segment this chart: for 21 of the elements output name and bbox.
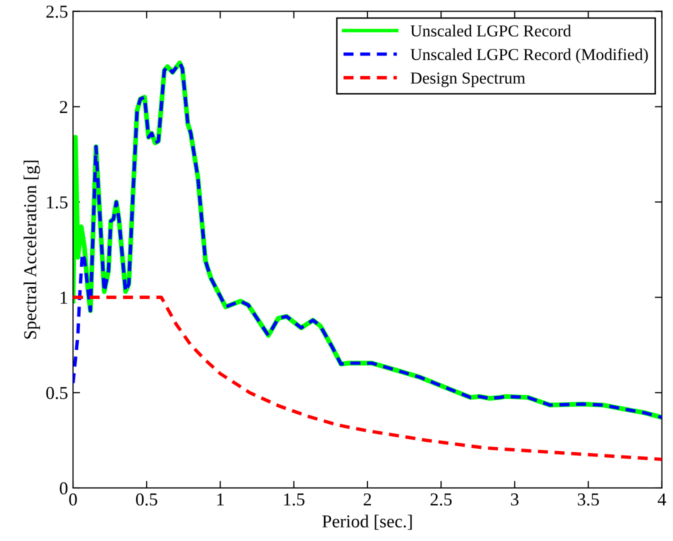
x-axis-title: Period [sec.] [322, 514, 412, 530]
legend-label: Unscaled LGPC Record (Modified) [410, 48, 648, 64]
y-tick-label: 2 [60, 100, 68, 113]
y-tick-label: 0.5 [46, 386, 68, 400]
legend-label: Unscaled LGPC Record [410, 24, 572, 37]
y-axis-title: Spectral Acceleration [g] [24, 160, 40, 339]
x-tick-label: 1 [217, 493, 224, 506]
y-tick-label: 1.5 [47, 196, 68, 209]
y-tick-label: 1 [60, 292, 68, 304]
x-tick-label: 3.5 [578, 493, 599, 506]
x-tick-label: 2 [364, 493, 371, 506]
x-tick-label: 4 [658, 493, 666, 506]
x-tick-label: 1.5 [284, 493, 304, 506]
y-tick-label: 0 [60, 482, 68, 494]
legend-label: Design Spectrum [410, 72, 526, 88]
x-tick-label: 0 [69, 493, 77, 506]
line-series [73, 296, 662, 462]
x-tick-label: 2.5 [430, 493, 452, 506]
x-tick-label: 0.5 [136, 493, 158, 506]
y-tick-label: 2.5 [46, 6, 68, 18]
x-tick-label: 3 [511, 493, 518, 506]
